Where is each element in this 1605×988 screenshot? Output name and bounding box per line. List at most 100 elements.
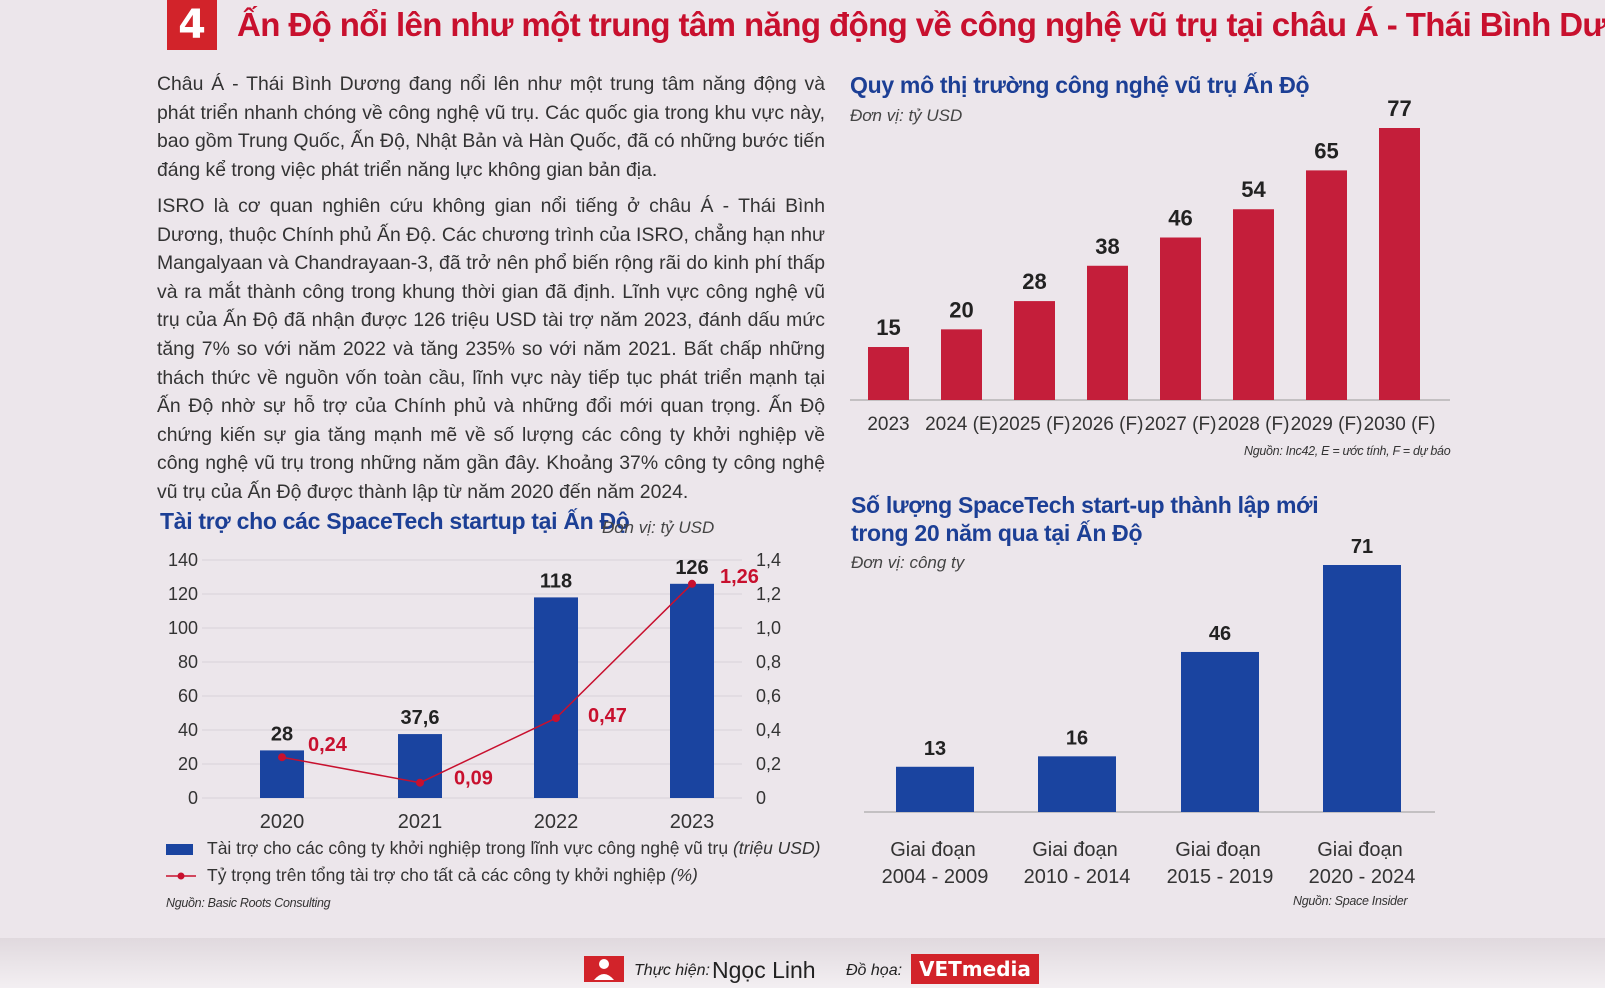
funding-bar-value-label: 118 xyxy=(540,570,572,592)
funding-share-line xyxy=(281,583,693,784)
market-category-label: 2026 (F) xyxy=(1072,414,1144,435)
section-number-badge: 4 xyxy=(167,0,217,50)
funding-share-point-2020 xyxy=(278,753,286,762)
funding-chart-unit: Đơn vị: tỷ USD xyxy=(602,518,715,537)
legend-bar-unit: (triệu USD) xyxy=(732,838,821,858)
funding-right-tick: 0 xyxy=(756,788,766,808)
funding-category-label: 2020 xyxy=(260,811,305,830)
legend-line-label: Tỷ trọng trên tổng tài trợ cho tất cả cá… xyxy=(207,865,666,885)
legend-line-unit: (%) xyxy=(670,865,698,885)
startups-category-label-line-1: Giai đoạn xyxy=(1175,839,1261,861)
intro-paragraph: Châu Á - Thái Bình Dương đang nổi lên nh… xyxy=(157,73,825,181)
startups-bar-0 xyxy=(896,766,974,812)
funding-chart-source: Nguồn: Basic Roots Consulting xyxy=(166,896,331,910)
market-bar-2029 (F) xyxy=(1306,170,1347,400)
market-value-label: 15 xyxy=(876,315,900,340)
legend-bar-label: Tài trợ cho các công ty khởi nghiệp tron… xyxy=(207,838,729,858)
market-value-label: 46 xyxy=(1168,206,1192,231)
funding-share-label: 0,09 xyxy=(454,768,493,790)
isro-paragraph: ISRO là cơ quan nghiên cứu không gian nổ… xyxy=(157,195,825,503)
funding-left-tick: 100 xyxy=(168,618,198,638)
market-bar-2028 (F) xyxy=(1233,209,1274,400)
funding-left-tick: 0 xyxy=(188,788,198,808)
market-bar-2030 (F) xyxy=(1379,128,1420,400)
funding-left-tick: 140 xyxy=(168,550,198,570)
author-name: Ngọc Linh xyxy=(712,957,816,983)
funding-category-label: 2022 xyxy=(534,811,579,830)
funding-bar-2023 xyxy=(670,583,714,798)
startups-category-label-line-1: Giai đoạn xyxy=(1317,839,1403,861)
startups-category-label-line-2: 2015 - 2019 xyxy=(1167,866,1274,888)
market-chart-unit: Đơn vị: tỷ USD xyxy=(850,106,963,125)
market-size-chart: 15 2023 20 2024 (E) 28 2025 (F) 38 2026 (F) 46 20… xyxy=(850,96,1450,435)
startups-bar-3 xyxy=(1323,565,1401,812)
funding-right-tick: 0,6 xyxy=(756,686,781,706)
page-title: Ấn Độ nổi lên như một trung tâm năng độn… xyxy=(237,6,1605,43)
author-avatar-icon xyxy=(584,956,624,982)
market-category-label: 2025 (F) xyxy=(999,414,1071,435)
funding-right-tick: 1,0 xyxy=(756,618,781,638)
market-value-label: 28 xyxy=(1022,269,1046,294)
funding-chart-title: Tài trợ cho các SpaceTech startup tại Ấn… xyxy=(160,508,630,534)
funding-left-tick: 60 xyxy=(178,686,198,706)
startups-chart-unit: Đơn vị: công ty xyxy=(851,553,965,572)
market-value-label: 65 xyxy=(1314,138,1338,163)
startups-chart-source: Nguồn: Space Insider xyxy=(1293,894,1408,908)
funding-share-label: 0,24 xyxy=(308,734,348,756)
market-bar-2024 (E) xyxy=(941,329,982,400)
startups-value-label: 16 xyxy=(1066,727,1088,749)
startups-category-label-line-1: Giai đoạn xyxy=(890,839,976,861)
funding-right-tick: 0,2 xyxy=(756,754,781,774)
startups-category-label-line-2: 2004 - 2009 xyxy=(882,866,989,888)
funding-left-tick: 120 xyxy=(168,584,198,604)
startups-bar-2 xyxy=(1181,651,1259,812)
funding-bar-value-label: 37,6 xyxy=(401,707,440,729)
market-value-label: 38 xyxy=(1095,234,1119,259)
funding-category-label: 2023 xyxy=(670,811,715,830)
startups-value-label: 13 xyxy=(924,738,946,760)
market-bar-2026 (F) xyxy=(1087,265,1128,400)
legend-line-swatch xyxy=(166,872,196,880)
market-bar-2027 (F) xyxy=(1160,237,1201,400)
startups-category-label-line-1: Giai đoạn xyxy=(1032,839,1118,861)
author-label: Thực hiện: xyxy=(634,962,710,979)
footer-band xyxy=(0,938,1605,988)
market-value-label: 20 xyxy=(949,297,973,322)
funding-share-point-2023 xyxy=(688,579,696,588)
startups-value-label: 46 xyxy=(1209,623,1231,645)
funding-bar-2021 xyxy=(398,734,442,798)
funding-share-point-2022 xyxy=(552,714,560,723)
startups-chart-title-line-1: Số lượng SpaceTech start-up thành lập mớ… xyxy=(851,492,1319,518)
market-value-label: 77 xyxy=(1387,96,1411,121)
funding-right-tick: 0,4 xyxy=(756,720,781,740)
market-chart-title: Quy mô thị trường công nghệ vũ trụ Ấn Độ xyxy=(850,72,1310,98)
market-category-label: 2028 (F) xyxy=(1218,414,1290,435)
legend-line-entry: Tỷ trọng trên tổng tài trợ cho tất cả cá… xyxy=(166,865,698,886)
funding-bar-value-label: 126 xyxy=(675,557,708,579)
market-bar-2025 (F) xyxy=(1014,301,1055,400)
graphics-label: Đồ họa: xyxy=(846,962,903,979)
funding-right-tick: 1,2 xyxy=(756,584,781,604)
funding-category-label: 2021 xyxy=(398,811,443,830)
market-category-label: 2030 (F) xyxy=(1364,414,1436,435)
funding-share-point-2021 xyxy=(416,778,424,787)
legend-bar-entry: Tài trợ cho các công ty khởi nghiệp tron… xyxy=(166,838,820,859)
funding-chart: 0 20 40 60 80 100 120 140 0 0,2 0,4 0,6 0,8 1,0 1,2 1,4… xyxy=(168,550,781,830)
startups-bar-1 xyxy=(1038,756,1116,812)
market-category-label: 2023 xyxy=(867,414,909,435)
vetmedia-logo: VETmedia xyxy=(911,954,1039,984)
funding-right-tick: 0,8 xyxy=(756,652,781,672)
market-category-label: 2027 (F) xyxy=(1145,414,1217,435)
market-category-label: 2024 (E) xyxy=(925,414,998,435)
startups-chart: 13 Giai đoạn 2004 - 2009 16 Giai đoạn 2010 - … xyxy=(864,536,1435,888)
market-chart-source: Nguồn: Inc42, E = ước tính, F = dự báo xyxy=(1244,444,1451,458)
funding-bar-value-label: 28 xyxy=(271,723,293,745)
funding-left-tick: 20 xyxy=(178,754,198,774)
market-category-label: 2029 (F) xyxy=(1291,414,1363,435)
startups-chart-title-line-2: trong 20 năm qua tại Ấn Độ xyxy=(851,520,1143,546)
funding-share-label: 1,26 xyxy=(720,566,759,588)
market-bar-2023 xyxy=(868,347,909,400)
funding-left-tick: 40 xyxy=(178,720,198,740)
startups-category-label-line-2: 2020 - 2024 xyxy=(1309,866,1416,888)
startups-category-label-line-2: 2010 - 2014 xyxy=(1024,866,1131,888)
